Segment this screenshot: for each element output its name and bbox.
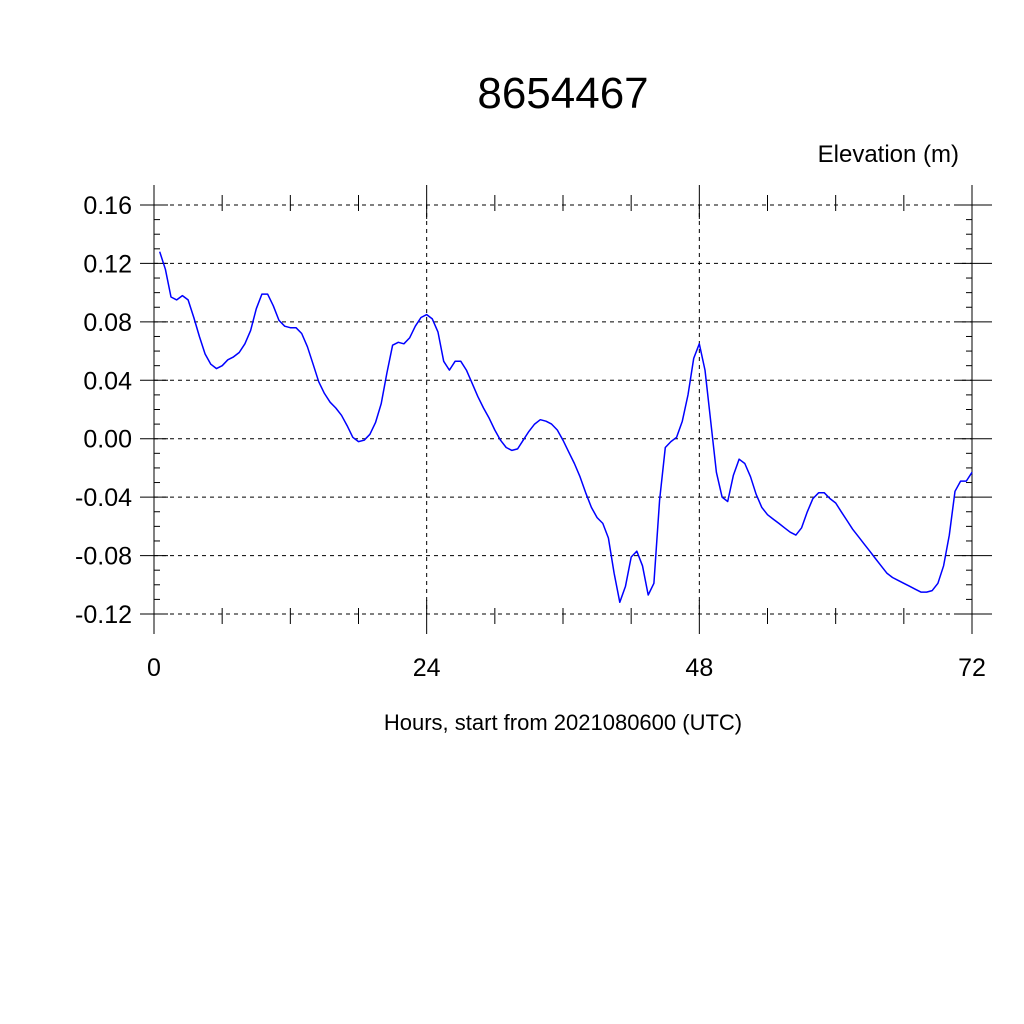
x-tick-label: 48 — [685, 654, 713, 682]
x-tick-label: 0 — [147, 654, 161, 682]
y-tick-label: -0.12 — [75, 601, 132, 629]
x-tick-label: 24 — [413, 654, 441, 682]
x-axis-label: Hours, start from 2021080600 (UTC) — [384, 710, 742, 735]
y-tick-label: 0.16 — [83, 192, 132, 220]
x-tick-label: 72 — [958, 654, 986, 682]
y-tick-label: 0.08 — [83, 309, 132, 337]
y-tick-label: 0.04 — [83, 367, 132, 395]
tick-labels: -0.12 -0.08 -0.04 0.00 0.04 0.08 0.12 0.16 0 24 48… — [75, 192, 986, 682]
y-axis-label: Elevation (m) — [818, 141, 959, 168]
series-line — [158, 251, 973, 604]
axes — [140, 185, 992, 634]
chart-title: 8654467 — [477, 69, 648, 118]
series-layer — [158, 251, 973, 604]
y-tick-label: 0.12 — [83, 250, 132, 278]
y-tick-label: 0.00 — [83, 426, 132, 454]
y-tick-label: -0.04 — [75, 484, 132, 512]
y-tick-label: -0.08 — [75, 543, 132, 571]
